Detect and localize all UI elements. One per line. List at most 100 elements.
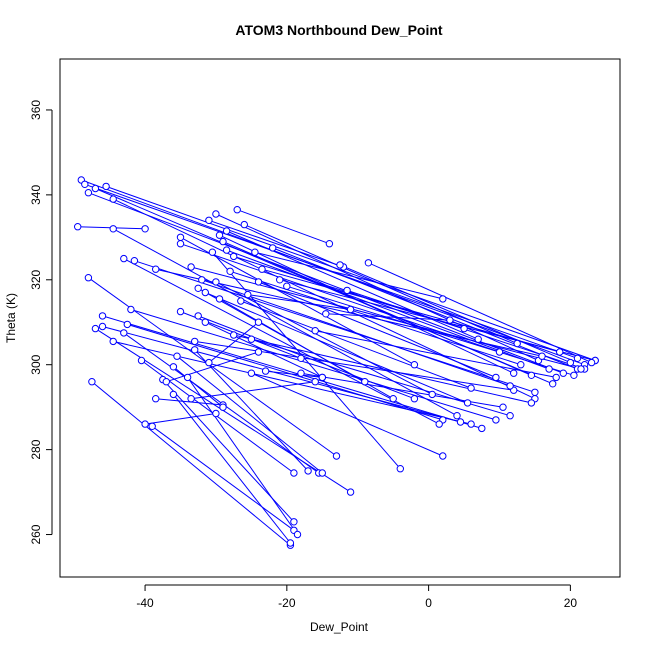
series-line	[215, 281, 433, 395]
x-axis-label: Dew_Point	[310, 620, 369, 634]
data-point	[428, 390, 436, 399]
data-point	[191, 346, 199, 354]
y-tick-label: 280	[29, 439, 43, 459]
data-point	[254, 348, 263, 356]
data-point	[109, 195, 117, 203]
data-point	[191, 337, 199, 346]
data-point	[290, 469, 298, 477]
data-point	[74, 223, 82, 231]
data-point	[453, 412, 461, 420]
data-point	[460, 324, 468, 333]
series-line	[145, 413, 216, 425]
data-point	[91, 184, 100, 193]
data-point	[527, 371, 536, 379]
series-line	[112, 228, 458, 417]
series-line	[251, 372, 443, 457]
series-line	[272, 247, 578, 370]
data-point	[396, 465, 404, 473]
data-point	[169, 363, 178, 371]
series-line	[112, 198, 536, 400]
data-point	[198, 276, 206, 284]
data-point	[492, 373, 500, 382]
y-tick-label: 300	[29, 354, 43, 374]
data-point	[176, 240, 185, 248]
data-point	[531, 388, 539, 396]
series-line	[237, 209, 330, 245]
data-point	[467, 420, 475, 428]
data-point	[346, 488, 355, 496]
data-point	[311, 327, 319, 335]
data-point	[98, 312, 107, 320]
data-point	[102, 182, 110, 191]
data-point	[336, 261, 344, 269]
data-point	[84, 274, 93, 282]
x-axis: -40 -20 0 20	[136, 584, 578, 610]
data-point	[297, 354, 305, 362]
data-point	[152, 265, 160, 273]
data-point	[120, 254, 128, 263]
data-point	[293, 530, 302, 539]
data-point	[222, 227, 231, 235]
series-line	[212, 251, 401, 470]
series-line	[187, 377, 298, 535]
y-tick-label: 340	[29, 185, 43, 205]
data-point	[254, 278, 263, 286]
data-point	[364, 259, 373, 267]
data-point	[254, 318, 263, 326]
data-point	[538, 352, 546, 360]
series-line	[194, 340, 514, 391]
data-point	[297, 369, 305, 377]
data-point	[332, 452, 341, 460]
data-point	[173, 352, 181, 360]
data-point	[176, 307, 185, 316]
data-point	[577, 365, 585, 373]
data-point	[439, 452, 447, 460]
chart-title: ATOM3 Northbound Dew_Point	[235, 22, 442, 38]
data-point	[410, 395, 419, 403]
series-line	[258, 281, 497, 378]
data-point	[570, 371, 578, 379]
series-line	[244, 224, 518, 344]
series-line	[261, 268, 560, 353]
data-point	[137, 356, 146, 365]
data-point	[510, 369, 518, 377]
data-series	[74, 176, 599, 549]
data-point	[169, 390, 178, 399]
data-point	[261, 367, 270, 375]
data-point	[527, 399, 536, 407]
data-point	[435, 420, 443, 428]
series-line	[368, 262, 592, 364]
data-point	[176, 233, 185, 242]
series-line	[222, 241, 532, 376]
x-tick-label: 20	[564, 596, 578, 610]
data-point	[463, 399, 472, 407]
data-point	[311, 378, 319, 386]
data-point	[549, 380, 557, 388]
series-line	[123, 258, 440, 425]
data-point	[492, 416, 500, 424]
series-line	[197, 287, 366, 383]
data-point	[201, 318, 210, 326]
series-line	[151, 425, 295, 531]
series-line	[315, 330, 557, 378]
data-point	[439, 295, 447, 303]
data-point	[474, 335, 482, 343]
data-point	[545, 365, 553, 373]
data-point	[194, 312, 202, 320]
data-point	[230, 252, 238, 261]
data-point	[212, 210, 220, 218]
data-point	[205, 216, 213, 225]
data-point	[81, 180, 89, 189]
y-axis-label: Theta (K)	[4, 293, 18, 343]
data-point	[322, 310, 330, 318]
series-line	[191, 381, 316, 400]
data-point	[212, 278, 220, 286]
data-point	[127, 305, 135, 314]
series-line	[205, 321, 323, 378]
data-point	[226, 267, 234, 275]
data-point	[346, 305, 355, 314]
series-line	[105, 185, 596, 361]
series-line	[226, 230, 479, 340]
data-point	[130, 257, 139, 265]
